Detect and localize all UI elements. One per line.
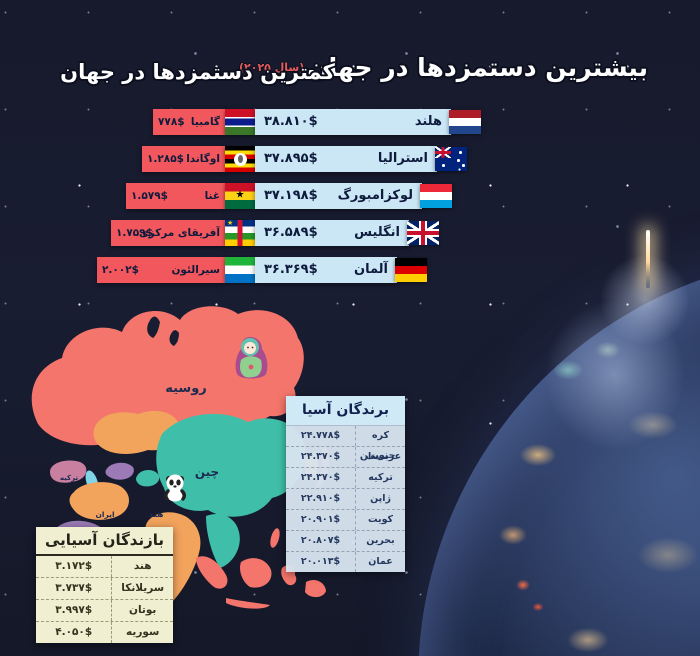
table-row: ۲۰.۸۰۷$ بحرین — [286, 531, 405, 552]
sierra-leone-flag-icon — [225, 257, 255, 283]
country-name: بحرین — [366, 535, 395, 546]
low-wage-country: سیرالئون — [171, 264, 220, 276]
high-wage-value: ۳۸.۸۱۰$ — [264, 114, 318, 129]
high-wage-country: استرالیا — [377, 151, 428, 166]
luxembourg-flag-icon — [420, 184, 452, 208]
india-label: هند — [148, 510, 163, 520]
low-wage-country: اوگاندا — [186, 153, 220, 165]
wage-value: ۲۰.۹۰۱$ — [286, 510, 357, 530]
table-row: ۲۰.۹۰۱$ کویت — [286, 510, 405, 531]
high-wage-bar: ۳۷.۱۹۸$ لوکزامبورگ — [255, 183, 422, 209]
low-wage-bar: ۱.۷۵۹$ آفریقای مرکزی — [111, 220, 225, 246]
country-name: ژاپن — [370, 493, 391, 504]
central-african-republic-flag-icon — [225, 219, 255, 246]
wage-value: ۲۲.۹۱۰$ — [286, 489, 357, 509]
asia-winners-table: برندگان آسیا ۲۴.۷۷۸$ کره جنوبی ۲۴.۳۷۰$ ع… — [286, 396, 405, 572]
borneo-shape — [240, 558, 272, 588]
country-name: عربستان — [359, 451, 402, 462]
country-name: هند — [133, 560, 152, 572]
earth-night-photo — [418, 255, 700, 656]
ghana-flag-icon — [225, 183, 255, 209]
high-wage-bar: ۳۷.۸۹۵$ استرالیا — [255, 146, 437, 172]
country-name: سریلانکا — [121, 582, 165, 594]
country-name: ترکیه — [368, 472, 393, 483]
iran-label: ایران — [95, 510, 114, 519]
high-wage-value: ۳۷.۸۹۵$ — [264, 151, 318, 166]
low-wage-bar: ۷۷۸$ گامبیا — [153, 109, 225, 135]
uk-flag-icon — [407, 221, 439, 245]
country-name: کویت — [367, 514, 394, 525]
country-name: کره جنوبی — [365, 430, 396, 461]
australia-flag-icon — [435, 147, 467, 171]
country-name: عمان — [368, 556, 393, 567]
country-name: سوریه — [126, 626, 160, 638]
germany-flag-icon — [395, 258, 427, 282]
high-wage-bar: ۳۶.۳۶۹$ آلمان — [255, 257, 397, 283]
china-shape — [156, 413, 306, 517]
wage-row: ۱.۵۷۹$ غنا ۳۷.۱۹۸$ لوکزامبورگ — [0, 183, 700, 209]
table-row: ۲۴.۳۷۰$ عربستان — [286, 447, 405, 468]
wage-value: ۳.۷۳۷$ — [36, 578, 113, 599]
wage-row: ۱.۷۵۹$ آفریقای مرکزی ۳۶.۵۸۹$ انگلیس — [0, 219, 700, 246]
table-row: ۳.۷۳۷$ سریلانکا — [36, 578, 173, 600]
table-row: ۴.۰۵۰$ سوریه — [36, 622, 173, 643]
table-row: ۲۴.۷۷۸$ کره جنوبی — [286, 426, 405, 461]
china-label: چین — [195, 465, 219, 479]
netherlands-flag-icon — [449, 110, 481, 134]
title-highest-text: بیشترین دستمزدها در جهان — [307, 53, 648, 82]
philippines-shape — [270, 528, 280, 548]
high-wage-bar: ۳۸.۸۱۰$ هلند — [255, 109, 451, 135]
low-wage-bar: ۱.۲۸۵$ اوگاندا — [142, 146, 225, 172]
title-lowest-wages: کمترین دستمزدها در جهان — [60, 60, 335, 84]
low-wage-country: آفریقای مرکزی — [138, 227, 220, 239]
high-wage-country: لوکزامبورگ — [337, 188, 413, 203]
gambia-flag-icon — [225, 109, 255, 135]
low-wage-country: گامبیا — [190, 116, 220, 128]
high-wage-country: آلمان — [353, 262, 388, 277]
wage-row: ۱.۲۸۵$ اوگاندا ۳۷.۸۹۵$ استرالیا — [0, 146, 700, 172]
country-name: بوتان — [128, 604, 157, 616]
russia-label: روسیه — [165, 381, 207, 396]
asia-winners-title: برندگان آسیا — [286, 396, 405, 426]
table-row: ۳.۱۷۲$ هند — [36, 556, 173, 578]
low-wage-value: ۷۷۸$ — [158, 116, 185, 128]
low-wage-country: غنا — [204, 190, 220, 202]
wage-value: ۲۴.۳۷۰$ — [286, 447, 357, 467]
table-row: ۲۲.۹۱۰$ ژاپن — [286, 489, 405, 510]
wage-value: ۳.۱۷۲$ — [36, 556, 113, 577]
wage-value: ۲۴.۳۷۰$ — [286, 468, 357, 488]
turkey-label: ترکیه — [60, 474, 79, 482]
low-wage-value: ۱.۲۸۵$ — [147, 153, 184, 165]
low-wage-bar: ۱.۵۷۹$ غنا — [126, 183, 225, 209]
table-row: ۲۴.۳۷۰$ ترکیه — [286, 468, 405, 489]
panda-icon — [164, 474, 186, 502]
wage-value: ۲۰.۸۰۷$ — [286, 531, 357, 551]
stan-shape — [105, 462, 134, 480]
asia-losers-title: بازندگان آسیایی — [36, 527, 173, 556]
low-wage-value: ۱.۵۷۹$ — [131, 190, 168, 202]
wage-value: ۳.۹۹۷$ — [36, 600, 113, 621]
low-wage-value: ۲.۰۰۲$ — [102, 264, 139, 276]
asia-losers-table: بازندگان آسیایی ۳.۱۷۲$ هند ۳.۷۳۷$ سریلان… — [36, 527, 173, 643]
papua-shape — [305, 580, 326, 598]
high-wage-country: انگلیس — [354, 225, 400, 240]
wage-value: ۲۰.۰۱۳$ — [286, 552, 357, 572]
wage-value: ۲۴.۷۷۸$ — [286, 426, 357, 446]
java-shape — [226, 598, 270, 609]
high-wage-value: ۳۷.۱۹۸$ — [264, 188, 318, 203]
high-wage-value: ۳۶.۵۸۹$ — [264, 225, 318, 240]
wage-row: ۲.۰۰۲$ سیرالئون ۳۶.۳۶۹$ آلمان — [0, 257, 700, 283]
high-wage-country: هلند — [414, 114, 442, 129]
table-row: ۳.۹۹۷$ بوتان — [36, 600, 173, 622]
wage-row: ۷۷۸$ گامبیا ۳۸.۸۱۰$ هلند — [0, 109, 700, 135]
stan-shape — [136, 470, 160, 487]
table-row: ۲۰.۰۱۳$ عمان — [286, 552, 405, 572]
low-wage-bar: ۲.۰۰۲$ سیرالئون — [97, 257, 225, 283]
high-wage-bar: ۳۶.۵۸۹$ انگلیس — [255, 220, 409, 246]
wage-value: ۴.۰۵۰$ — [36, 622, 113, 643]
uganda-flag-icon — [225, 146, 255, 172]
high-wage-value: ۳۶.۳۶۹$ — [264, 262, 318, 277]
